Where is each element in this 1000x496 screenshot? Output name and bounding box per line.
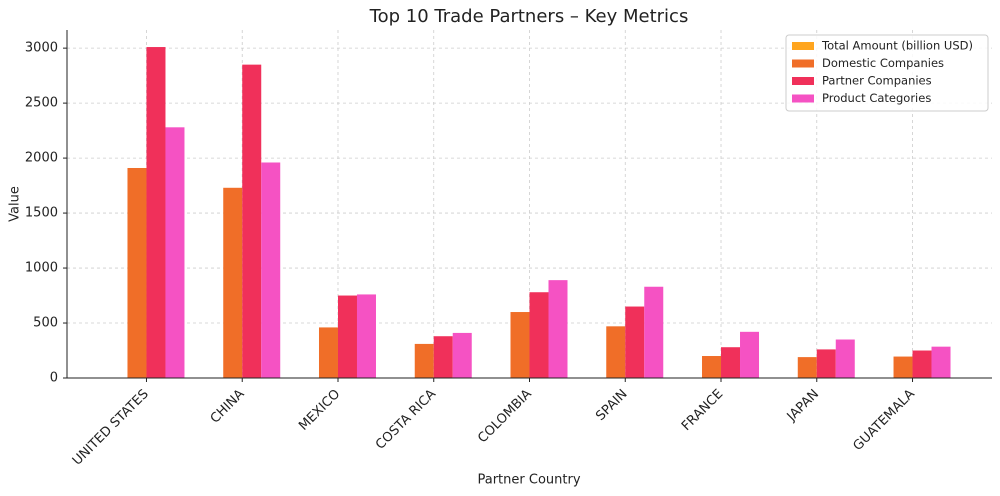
x-tick-label: SPAIN — [593, 387, 630, 424]
bar — [510, 312, 530, 378]
bar — [625, 306, 645, 378]
bar — [356, 294, 376, 378]
legend-label: Partner Companies — [822, 74, 932, 88]
legend-box — [785, 34, 989, 112]
x-tick-label: UNITED STATES — [70, 387, 152, 469]
bar — [452, 332, 472, 378]
bar — [644, 286, 664, 378]
y-tick-label: 500 — [33, 316, 58, 331]
legend-swatch — [792, 59, 814, 68]
bar — [127, 167, 147, 378]
bar — [816, 349, 836, 378]
bar — [606, 326, 626, 378]
x-tick-label: COLOMBIA — [475, 387, 535, 447]
bar — [931, 346, 951, 378]
x-axis-title: Partner Country — [477, 473, 580, 488]
bar — [165, 127, 185, 378]
x-tick-label: JAPAN — [784, 387, 822, 425]
y-axis-title: Value — [8, 186, 23, 222]
legend: Total Amount (billion USD) Domestic Compa… — [785, 34, 989, 112]
y-tick-label: 2000 — [25, 151, 58, 166]
bar — [414, 343, 434, 378]
y-tick-label: 3000 — [25, 41, 58, 56]
legend-swatch — [792, 42, 814, 50]
bar — [433, 336, 453, 378]
legend-label: Total Amount (billion USD) — [821, 39, 973, 53]
y-tick-label: 1500 — [25, 206, 58, 221]
bar — [548, 280, 568, 378]
bar — [797, 357, 817, 378]
y-tick-label: 0 — [50, 371, 58, 386]
x-tick-label: COSTA RICA — [373, 387, 439, 453]
bar — [529, 292, 549, 378]
bar — [337, 295, 357, 378]
bar — [893, 356, 913, 378]
bar — [702, 356, 722, 378]
bar — [912, 350, 932, 378]
legend-swatch — [792, 77, 814, 85]
legend-swatch — [792, 94, 814, 103]
x-tick-label: CHINA — [208, 387, 248, 427]
bar — [261, 162, 281, 378]
x-tick-label: GUATEMALA — [851, 387, 918, 454]
x-tick-label: MEXICO — [296, 387, 343, 434]
chart-title: Top 10 Trade Partners – Key Metrics — [369, 6, 689, 27]
y-tick-label: 2500 — [25, 96, 58, 111]
y-tick-label: 1000 — [25, 261, 58, 276]
x-tick-label: FRANCE — [679, 387, 726, 434]
bar — [242, 64, 262, 378]
bar — [223, 187, 243, 378]
bar — [721, 347, 741, 378]
bar — [740, 331, 760, 378]
bar — [835, 339, 855, 378]
legend-label: Domestic Companies — [822, 56, 944, 70]
bar — [146, 47, 166, 378]
legend-label: Product Categories — [822, 91, 931, 105]
bar — [318, 327, 338, 378]
